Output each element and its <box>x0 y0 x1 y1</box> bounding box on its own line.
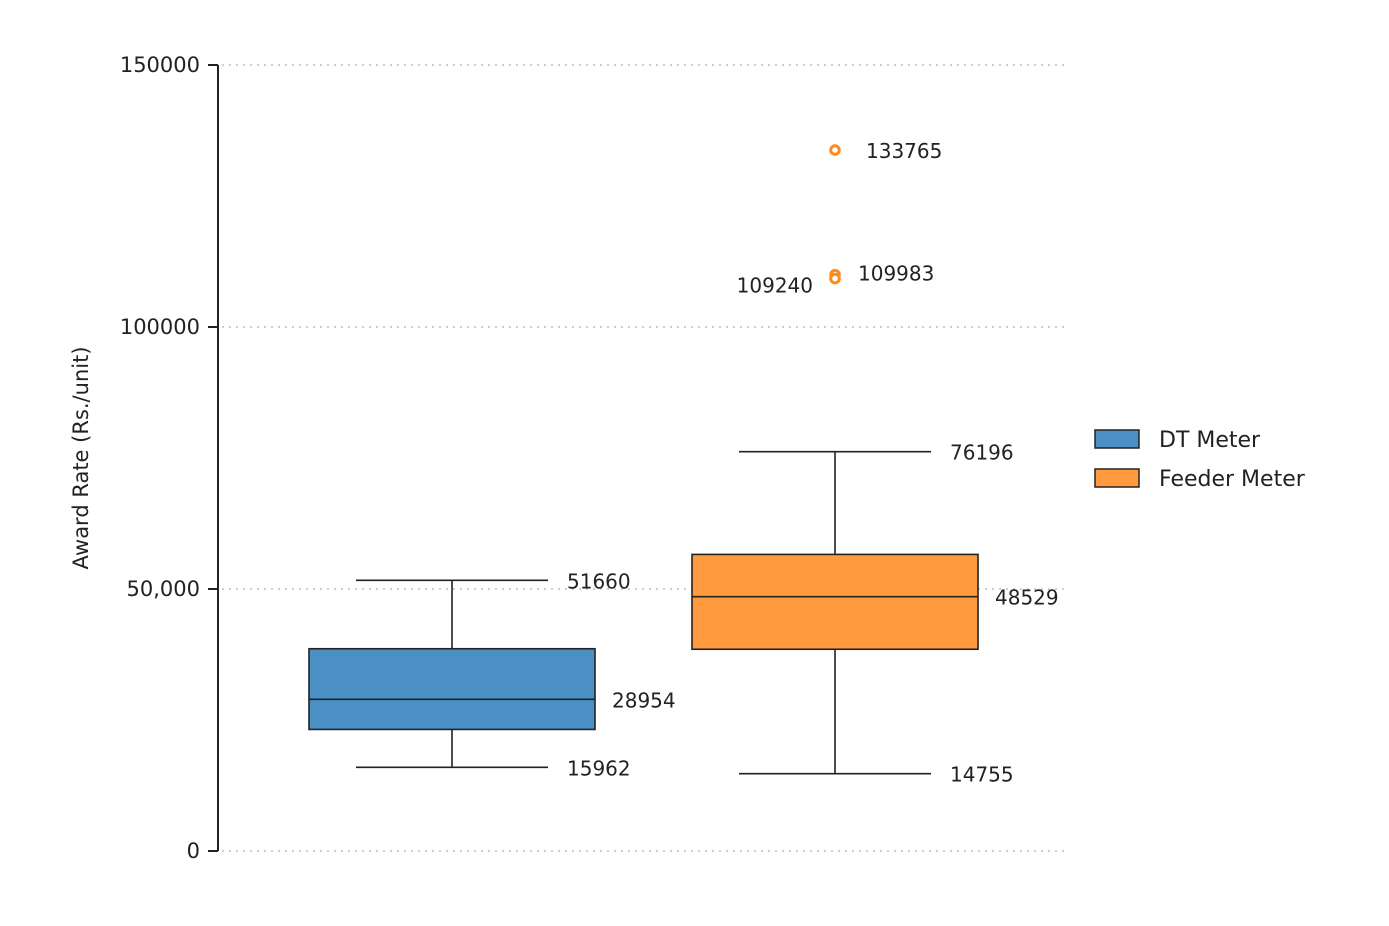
legend: DT Meter Feeder Meter <box>1094 428 1306 492</box>
iqr-box <box>308 647 596 731</box>
y-tick-label: 0 <box>187 839 200 863</box>
y-axis: 0 50,000 100000 150000 <box>120 53 219 863</box>
median-label: 48529 <box>995 586 1059 610</box>
box-feeder-meter: 76196 48529 14755 133765 109983 109240 <box>691 139 1059 787</box>
min-label: 15962 <box>567 756 631 780</box>
y-tick-label: 100000 <box>120 315 200 339</box>
outlier-label: 133765 <box>866 139 942 163</box>
y-tick-label: 150000 <box>120 53 200 77</box>
box-dt-meter: 51660 28954 15962 <box>308 569 676 780</box>
outlier-label: 109983 <box>858 262 934 286</box>
min-label: 14755 <box>950 763 1014 787</box>
iqr-box <box>691 553 979 651</box>
legend-label: Feeder Meter <box>1159 467 1306 492</box>
median-label: 28954 <box>612 688 676 712</box>
legend-entry: DT Meter <box>1094 428 1261 453</box>
max-label: 51660 <box>567 569 631 593</box>
gridlines <box>222 64 1065 852</box>
legend-label: DT Meter <box>1159 428 1261 453</box>
legend-swatch <box>1094 429 1140 449</box>
y-axis-label: Award Rate (Rs./unit) <box>69 346 93 569</box>
outlier-label: 109240 <box>737 274 813 298</box>
outlier-point <box>829 144 841 156</box>
outlier-point <box>829 272 841 285</box>
legend-entry: Feeder Meter <box>1094 467 1306 492</box>
legend-swatch <box>1094 468 1140 488</box>
boxes: 51660 28954 15962 76196 48529 14755 133765 1099… <box>308 139 1059 787</box>
y-tick-label: 50,000 <box>127 577 200 601</box>
max-label: 76196 <box>950 441 1014 465</box>
